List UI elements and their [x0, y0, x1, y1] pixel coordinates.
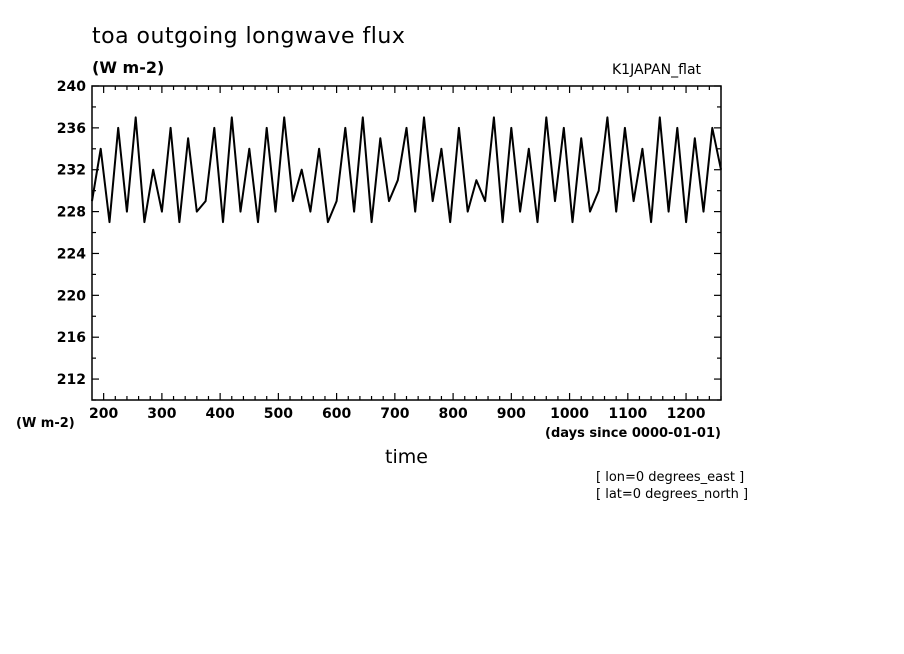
x-tick-label: 900 — [497, 406, 526, 422]
x-tick-label: 600 — [322, 406, 351, 422]
lat-note: [ lat=0 degrees_north ] — [596, 487, 749, 502]
lon-note: [ lon=0 degrees_east ] — [596, 470, 745, 485]
x-tick-label: 300 — [147, 406, 176, 422]
x-axis-units: (days since 0000-01-01) — [545, 426, 721, 441]
y-tick-label: 212 — [57, 372, 86, 388]
series-line-0 — [91, 116, 722, 224]
chart-title: toa outgoing longwave flux — [92, 24, 406, 49]
y-tick-label: 240 — [57, 79, 86, 95]
x-tick-label: 200 — [89, 406, 118, 422]
x-tick-label: 500 — [264, 406, 293, 422]
y-tick-label: 228 — [57, 205, 86, 221]
x-axis-label: time — [385, 446, 428, 468]
x-tick-label: 1000 — [550, 406, 589, 422]
y-tick-label: 224 — [57, 246, 86, 262]
chart-series — [91, 116, 722, 224]
x-tick-label: 1200 — [667, 406, 706, 422]
y-tick-label: 236 — [57, 121, 86, 137]
y-tick-label: 232 — [57, 163, 86, 179]
chart-axes: 212 216 220 224 228 232 236 240 200 300 400 500 600 7… — [57, 79, 722, 422]
x-tick-label: 1100 — [608, 406, 647, 422]
chart-units: (W m-2) — [92, 58, 165, 77]
y-tick-label: 216 — [57, 330, 86, 346]
y-tick-label: 220 — [57, 288, 86, 304]
x-tick-label: 800 — [438, 406, 467, 422]
y-axis-label: (W m-2) — [16, 416, 75, 431]
dataset-label: K1JAPAN_flat — [612, 62, 702, 78]
x-tick-label: 700 — [380, 406, 409, 422]
x-tick-label: 400 — [206, 406, 235, 422]
